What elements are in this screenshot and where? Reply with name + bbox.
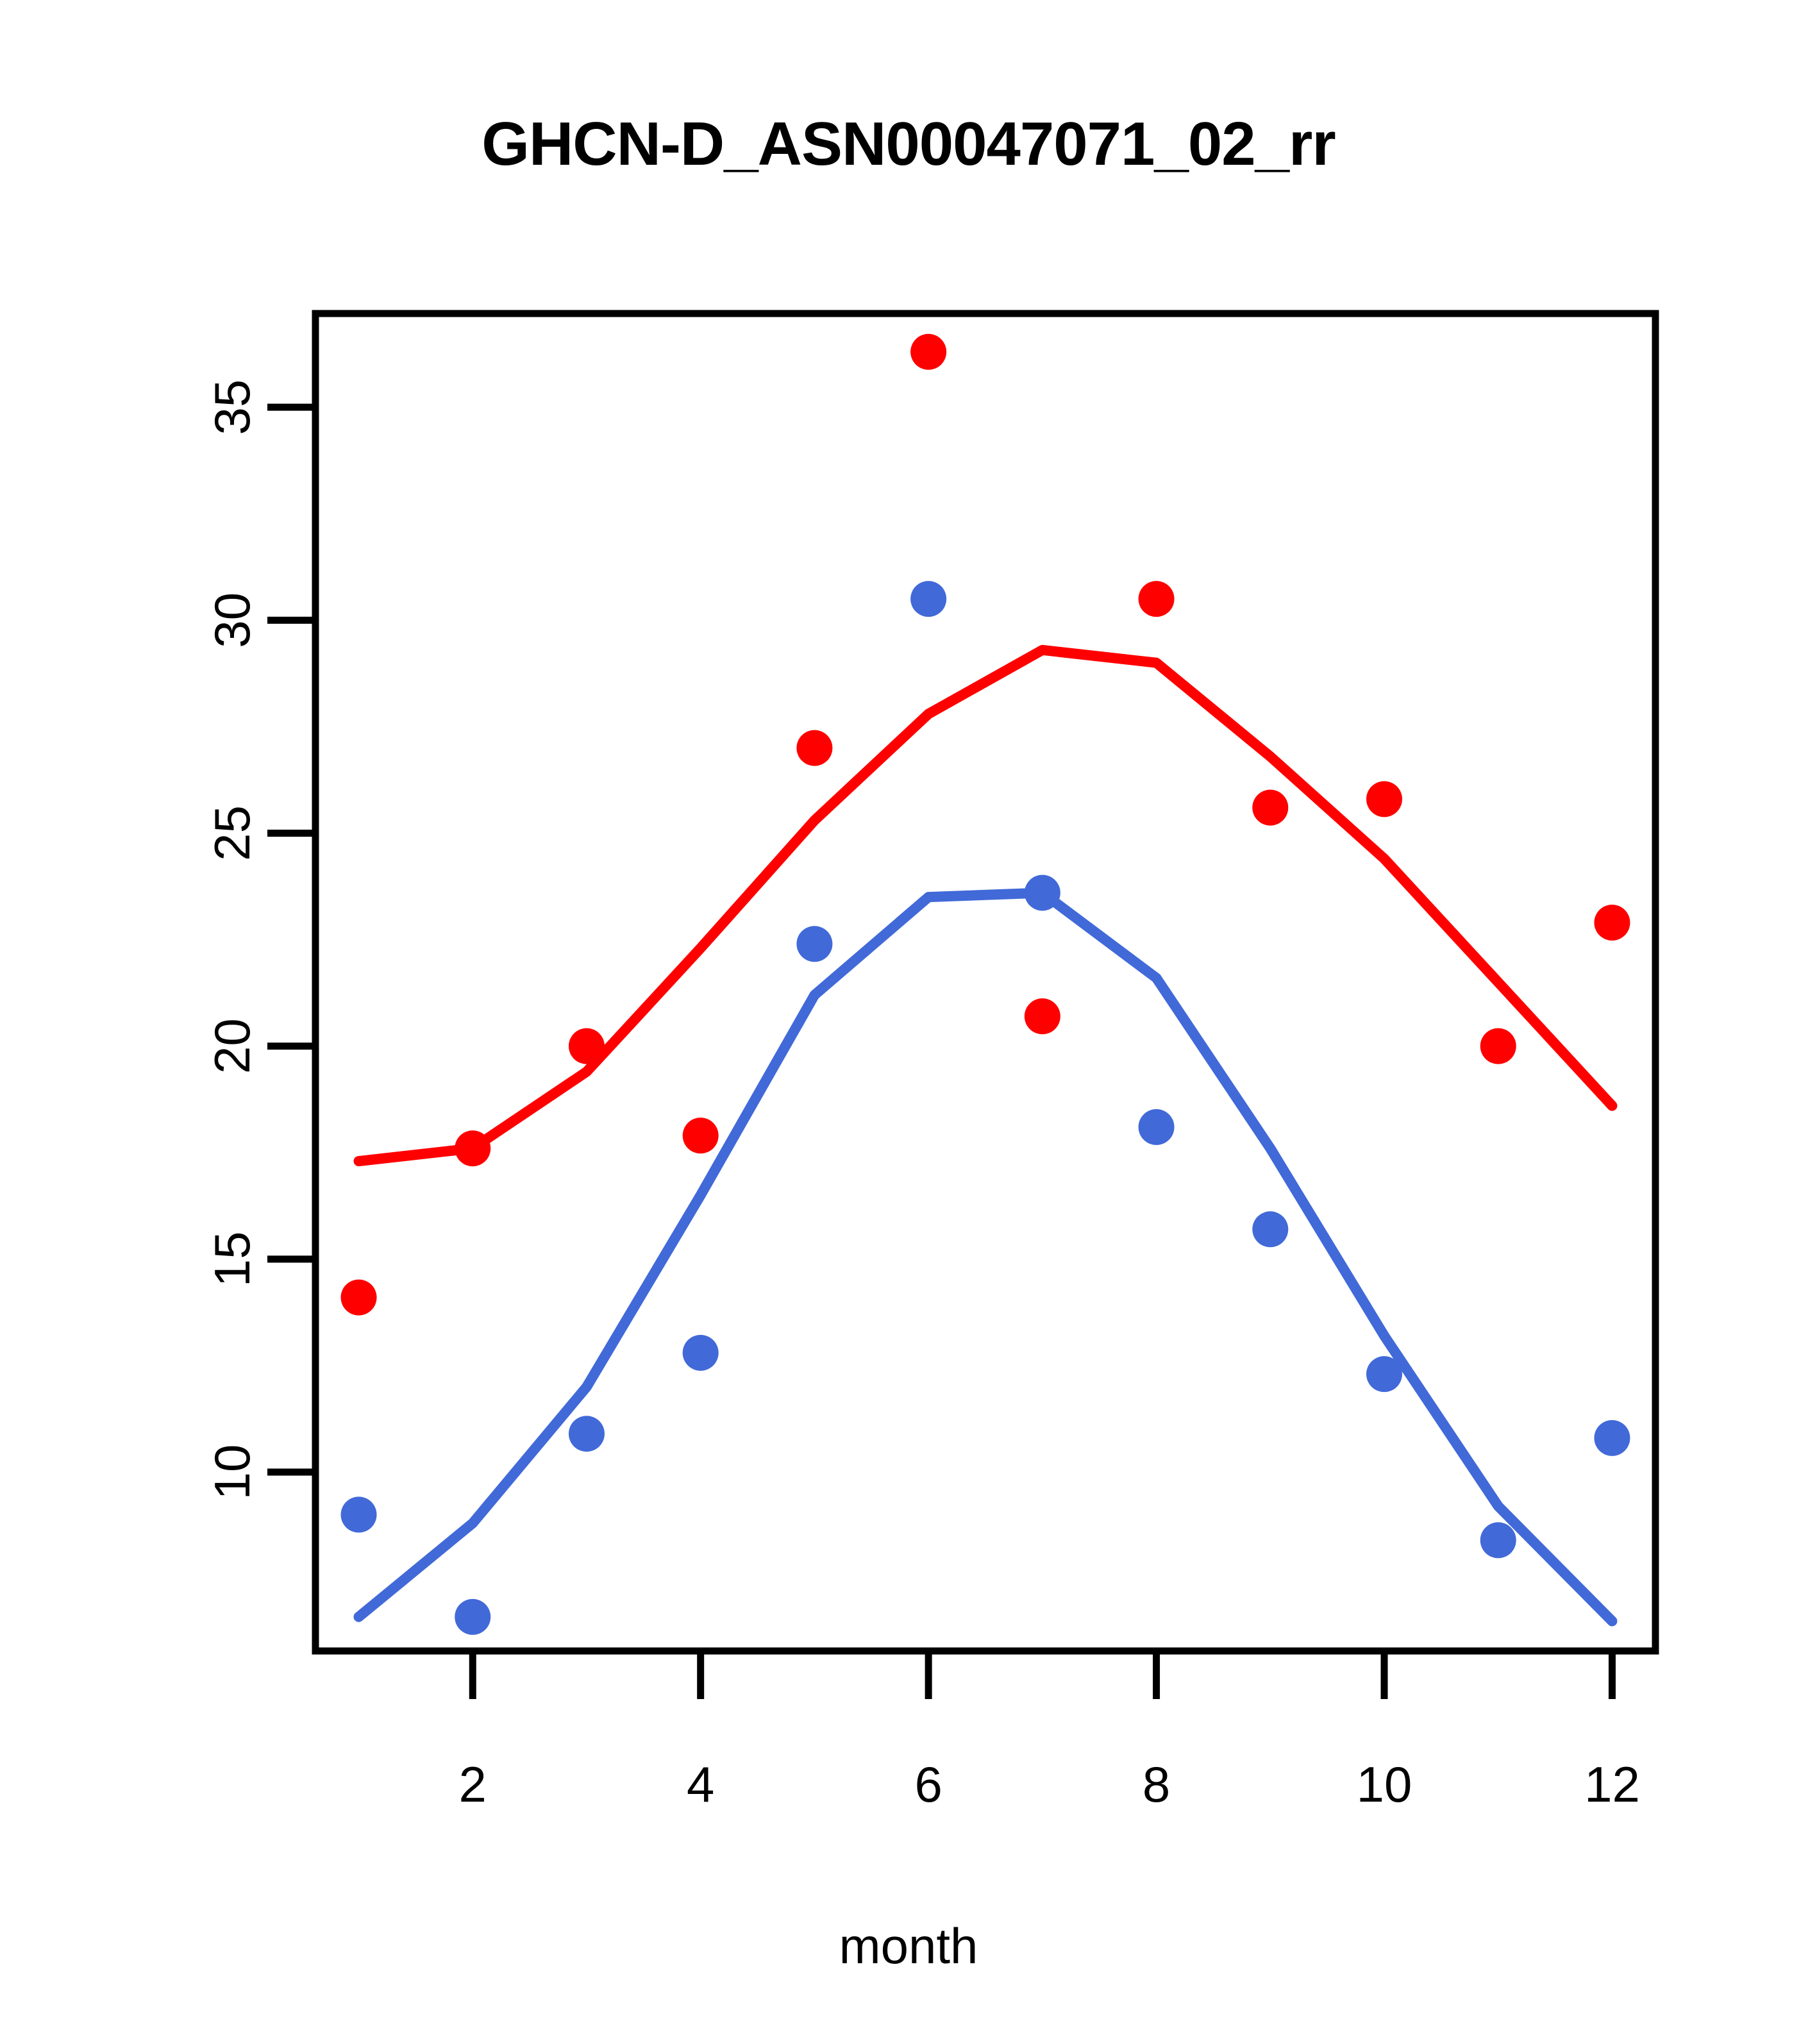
plot-frame [312,310,1659,1655]
x-axis-ticks: 2 4 6 8 10 12 [459,1651,1640,1813]
data-point-min-temperature-points [682,1334,719,1371]
x-tick-label: 12 [1584,1756,1640,1813]
data-point-max-temperature-points [1138,581,1175,617]
data-point-max-temperature-points [682,1118,719,1154]
y-tick-label: 35 [204,380,260,435]
series-lines [353,644,1618,1627]
y-tick-label: 20 [204,1018,260,1074]
trend-line-max-temperature-trend [353,644,1618,1167]
y-tick-label: 25 [204,805,260,861]
data-point-min-temperature-points [1138,1109,1175,1145]
data-point-max-temperature-points [1024,998,1060,1035]
page-title: GHCN-D_ASN00047071_02_rr [481,110,1336,178]
trend-line-min-temperature-trend [353,887,1618,1627]
data-point-min-temperature-points [1594,1420,1630,1456]
data-point-max-temperature-points [455,1130,491,1167]
y-tick-label: 10 [204,1445,260,1500]
data-point-min-temperature-points [1480,1522,1516,1559]
y-tick-label: 30 [204,592,260,648]
data-point-min-temperature-points [796,926,833,962]
data-point-max-temperature-points [796,730,833,766]
data-point-min-temperature-points [568,1416,605,1452]
x-tick-label: 4 [687,1756,714,1813]
data-point-max-temperature-points [1252,789,1289,826]
x-tick-label: 8 [1143,1756,1170,1813]
data-point-max-temperature-points [1480,1028,1516,1064]
x-tick-label: 10 [1357,1756,1412,1813]
data-point-min-temperature-points [1024,875,1060,911]
series-points [340,333,1630,1635]
x-tick-label: 6 [914,1756,942,1813]
data-point-max-temperature-points [910,333,947,370]
data-point-min-temperature-points [340,1496,377,1533]
y-axis-ticks: 10 15 20 25 30 35 [204,380,315,1500]
data-point-min-temperature-points [455,1598,491,1635]
data-point-max-temperature-points [1594,904,1630,941]
plot-box [312,310,1659,1655]
data-point-max-temperature-points [568,1028,605,1064]
data-point-max-temperature-points [340,1279,377,1316]
data-point-min-temperature-points [1252,1211,1289,1248]
x-tick-label: 2 [459,1756,487,1813]
y-tick-label: 15 [204,1231,260,1287]
x-axis-label: month [839,1918,978,1974]
data-point-max-temperature-points [1366,781,1403,817]
data-point-min-temperature-points [1366,1356,1403,1393]
data-point-min-temperature-points [910,581,947,617]
